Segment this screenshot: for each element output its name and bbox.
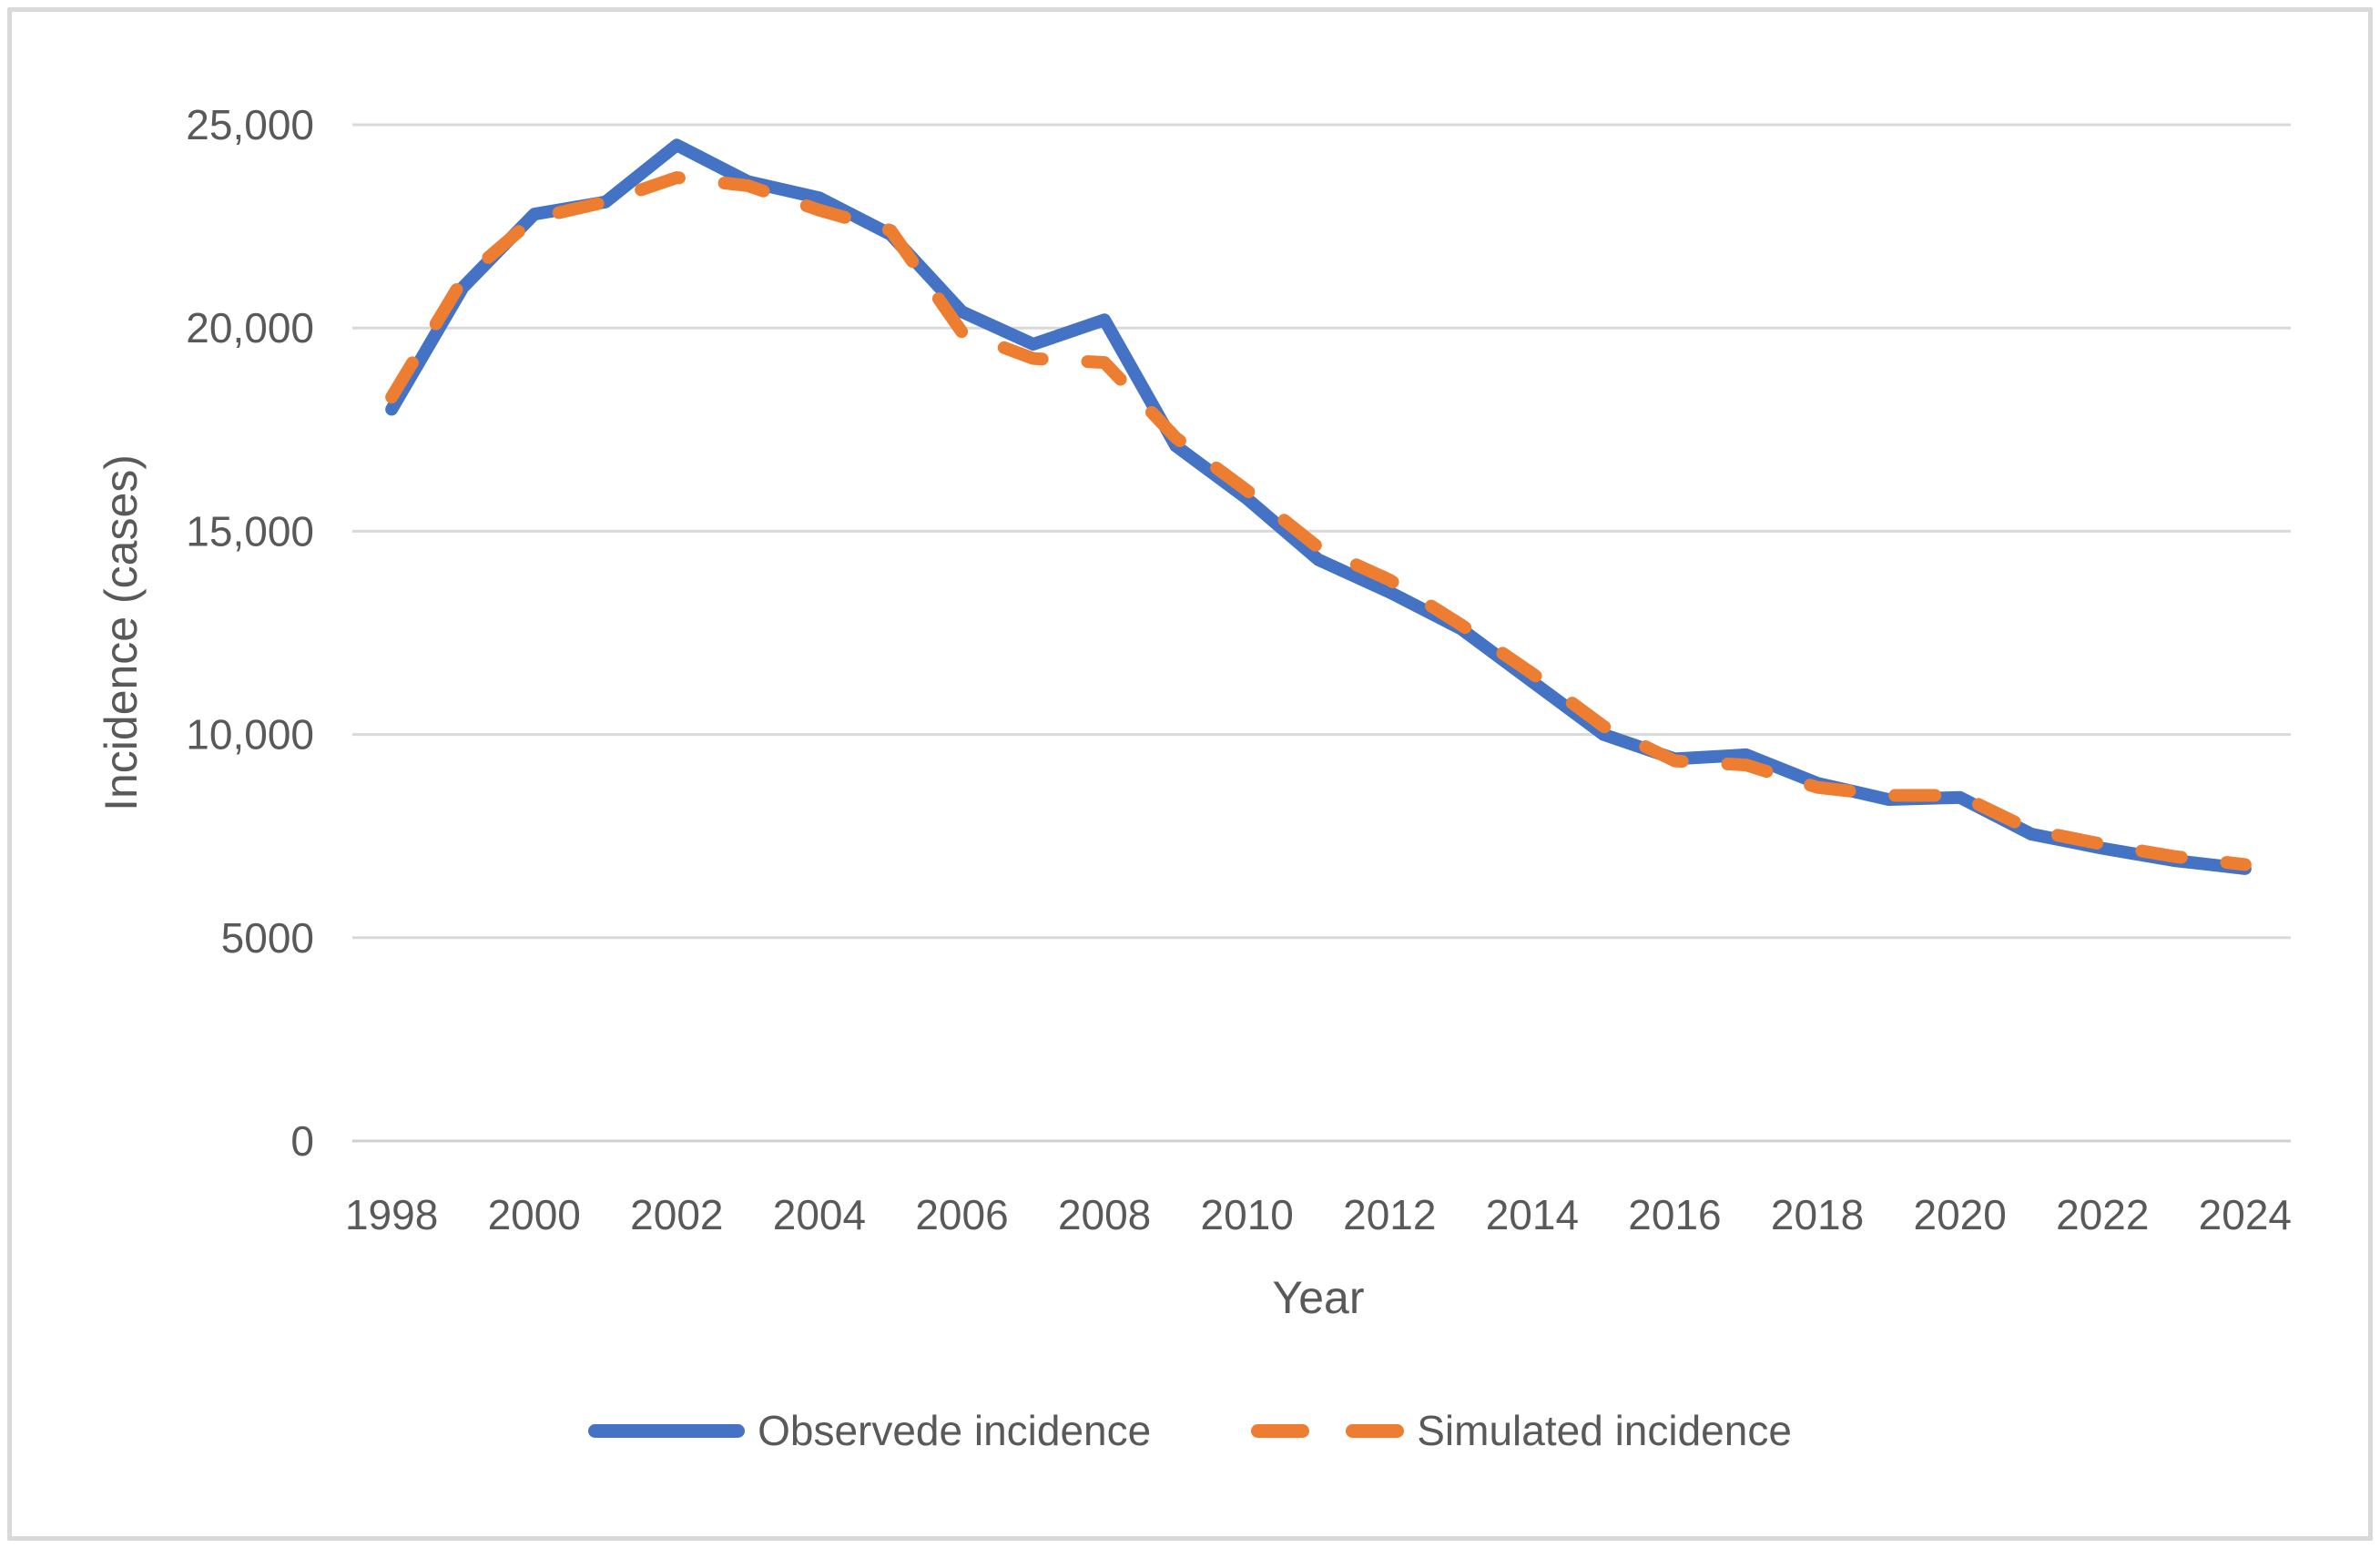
x-tick-label: 2004 xyxy=(773,1191,866,1238)
x-tick-label: 2010 xyxy=(1201,1191,1294,1238)
legend-dash-icon xyxy=(1251,1423,1310,1438)
x-tick-label: 2024 xyxy=(2199,1191,2292,1238)
legend-label-simulated: Simulated incidence xyxy=(1417,1407,1792,1454)
legend-swatch-observed-line xyxy=(588,1423,746,1438)
gridlines xyxy=(352,123,2291,1143)
x-tick-label: 2014 xyxy=(1486,1191,1579,1238)
legend: Observede incidence Simulated incidence xyxy=(0,1410,2380,1451)
y-tick-label: 20,000 xyxy=(186,304,314,351)
series-observed-line xyxy=(385,138,2252,875)
legend-item-simulated: Simulated incidence xyxy=(1251,1410,1792,1451)
x-tick-label: 2020 xyxy=(1913,1191,2006,1238)
x-tick-label: 2000 xyxy=(488,1191,581,1238)
legend-item-observed: Observede incidence xyxy=(588,1410,1151,1451)
series-simulated-line xyxy=(385,171,2252,871)
x-tick-label: 2018 xyxy=(1771,1191,1864,1238)
x-axis-tick-labels: 1998 2000 2002 2004 2006 2008 2010 2012 2014 2016… xyxy=(345,1191,2292,1238)
x-tick-label: 2016 xyxy=(1628,1191,1721,1238)
legend-dash-icon xyxy=(1346,1423,1405,1438)
x-tick-label: 1998 xyxy=(345,1191,438,1238)
x-tick-label: 2008 xyxy=(1058,1191,1151,1238)
x-tick-label: 2002 xyxy=(630,1191,723,1238)
y-axis-title: Incidence (cases) xyxy=(96,454,147,811)
x-axis-title: Year xyxy=(1272,1272,1364,1323)
y-tick-label: 25,000 xyxy=(186,101,314,148)
y-tick-label: 5000 xyxy=(221,914,314,962)
legend-swatch-simulated-dashes xyxy=(1251,1423,1405,1438)
y-tick-label: 10,000 xyxy=(186,711,314,759)
x-tick-label: 2006 xyxy=(915,1191,1008,1238)
legend-label-observed: Observede incidence xyxy=(758,1407,1152,1454)
y-axis-tick-labels: 0 5000 10,000 15,000 20,000 25,000 xyxy=(186,101,314,1165)
x-tick-label: 2012 xyxy=(1343,1191,1436,1238)
y-tick-label: 0 xyxy=(290,1117,314,1165)
x-tick-label: 2022 xyxy=(2056,1191,2149,1238)
y-tick-label: 15,000 xyxy=(186,507,314,555)
